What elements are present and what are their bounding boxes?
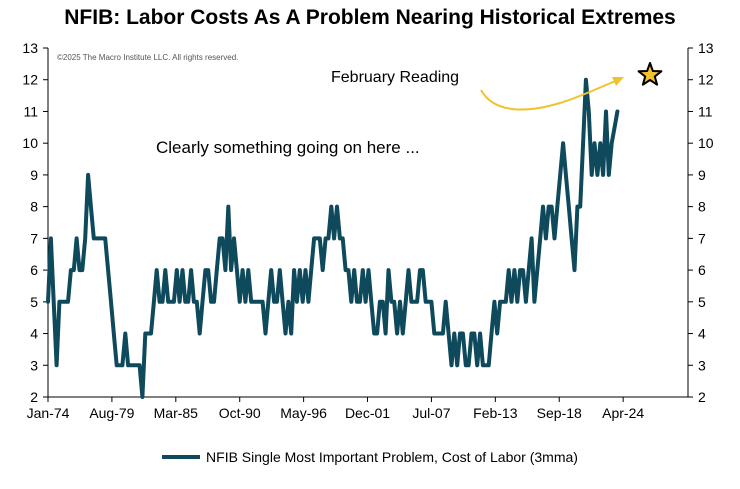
clearly-annotation: Clearly something going on here ... [156,138,420,157]
x-tick-label: Oct-90 [219,405,261,421]
legend-swatch [162,455,201,459]
x-tick-label: Mar-85 [154,405,199,421]
right-axis-ticks: 2 3 4 5 6 7 8 9 10 11 12 13 [688,40,714,405]
right-tick-label: 12 [698,72,714,88]
x-tick-label: Aug-79 [89,405,134,421]
copyright-note: ©2025 The Macro Institute LLC. All right… [57,53,238,62]
right-tick-label: 7 [698,230,706,246]
right-tick-label: 8 [698,199,706,215]
x-tick-label: Dec-01 [345,405,390,421]
x-axis-ticks: Jan-74 Aug-79 Mar-85 Oct-90 May-96 Dec-01 Jul-… [27,397,644,421]
star-icon [637,62,663,86]
left-tick-label: 11 [23,103,38,119]
chart-title: NFIB: Labor Costs As A Problem Nearing H… [64,6,676,29]
february-annotation: February Reading [331,69,459,86]
x-tick-label: Jan-74 [27,405,70,421]
left-tick-label: 6 [30,262,38,278]
legend: NFIB Single Most Important Problem, Cost… [0,449,740,465]
left-tick-label: 7 [30,230,38,246]
left-tick-label: 4 [30,326,38,342]
x-tick-label: Jul-07 [412,405,450,421]
x-tick-label: Feb-13 [473,405,518,421]
x-tick-label: Apr-24 [602,405,644,421]
right-tick-label: 6 [698,262,706,278]
series-line [46,77,620,399]
x-tick-label: Sep-18 [537,405,582,421]
left-tick-label: 13 [22,40,38,56]
left-tick-label: 9 [30,167,38,183]
x-tick-label: May-96 [280,405,327,421]
right-tick-label: 11 [698,103,713,119]
left-tick-label: 8 [30,199,38,215]
right-tick-label: 10 [698,135,714,151]
left-tick-label: 5 [30,294,38,310]
left-tick-label: 3 [30,357,38,373]
left-tick-label: 12 [22,72,38,88]
left-tick-label: 10 [22,135,38,151]
right-tick-label: 2 [698,389,706,405]
right-tick-label: 4 [698,326,706,342]
right-tick-label: 5 [698,294,706,310]
annotation-arrow [480,79,619,111]
left-axis-ticks: 2 3 4 5 6 7 8 9 10 11 12 13 [22,40,48,405]
right-tick-label: 13 [698,40,714,56]
right-tick-label: 9 [698,167,706,183]
legend-label: NFIB Single Most Important Problem, Cost… [206,449,578,465]
left-tick-label: 2 [30,389,38,405]
right-tick-label: 3 [698,357,706,373]
annotation-arrowhead [612,77,624,86]
